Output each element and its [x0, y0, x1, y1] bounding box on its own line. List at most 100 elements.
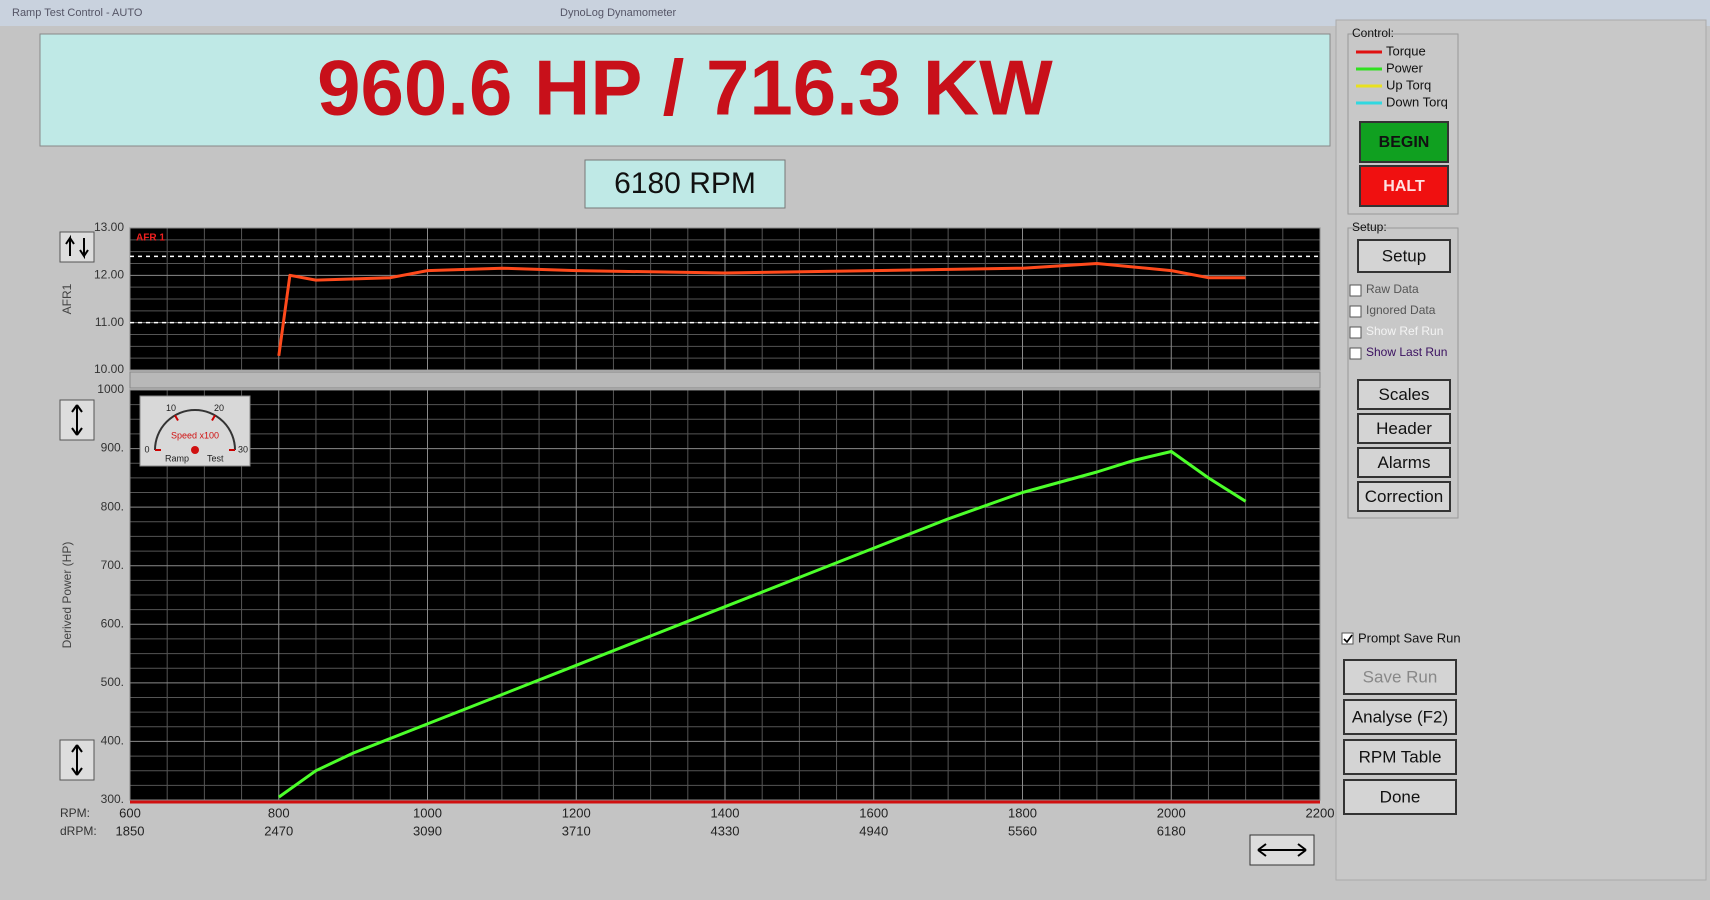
legend-label: Torque [1386, 43, 1426, 58]
y-tick-label: 11.00 [95, 315, 124, 329]
button[interactable]: Alarms [1357, 447, 1451, 478]
checkbox-box [1349, 305, 1362, 318]
button-label: Save Run [1363, 667, 1438, 686]
button-face [1359, 121, 1449, 163]
checkbox-check [1343, 634, 1353, 644]
button[interactable]: Header [1357, 413, 1451, 444]
y-axis-label: Derived Power (HP) [60, 542, 74, 649]
gauge-label: Speed x100 [171, 430, 219, 440]
button-label: Done [1380, 787, 1421, 806]
gauge-tick-label: 10 [166, 403, 176, 413]
gauge-bg [139, 395, 251, 467]
scroll-arrows[interactable] [59, 399, 95, 441]
scroll-arrows[interactable] [1249, 834, 1315, 866]
button-label: Scales [1378, 385, 1429, 404]
x2-tick-label: 3090 [413, 823, 442, 838]
x2-row-label: dRPM: [60, 824, 97, 838]
button[interactable]: BEGIN [1359, 121, 1449, 163]
x2-tick-label: 4940 [859, 823, 888, 838]
x-row-label: RPM: [60, 806, 90, 820]
button-face [1357, 379, 1451, 410]
rpm-readout: 6180 RPM [614, 167, 756, 200]
button-label: Setup [1382, 246, 1426, 265]
gauge-tick [211, 414, 216, 422]
chart-separator [129, 371, 1321, 389]
y-tick-label: 700. [101, 558, 124, 572]
checkbox[interactable] [1349, 347, 1362, 360]
x-tick-label: 2000 [1157, 805, 1186, 820]
button-label: BEGIN [1379, 134, 1430, 151]
y-tick-label: 1000 [97, 382, 124, 396]
x-tick-label: 1000 [413, 805, 442, 820]
gauge-right-label: Test [207, 453, 224, 463]
chart-label: AFR 1 [136, 233, 165, 244]
option-label: Raw Data [1366, 282, 1419, 296]
y-axis-label: AFR1 [60, 283, 74, 314]
button: Save Run [1343, 659, 1457, 695]
x2-tick-label: 4330 [711, 823, 740, 838]
scroll-arrows[interactable] [59, 739, 95, 781]
y-tick-label: 500. [101, 675, 124, 689]
x-tick-label: 600 [119, 805, 141, 820]
button-face [1357, 413, 1451, 444]
x2-tick-label: 2470 [264, 823, 293, 838]
legend-label: Down Torq [1386, 94, 1448, 109]
window-subtitle: Ramp Test Control - AUTO [12, 7, 143, 19]
button[interactable]: Correction [1357, 481, 1451, 512]
gauge-tick-label: 30 [238, 444, 248, 454]
x-tick-label: 1800 [1008, 805, 1037, 820]
button-face [1357, 481, 1451, 512]
checkbox-box [1349, 284, 1362, 297]
x2-tick-label: 6180 [1157, 823, 1186, 838]
rpm-box [584, 159, 786, 209]
option-label: Show Ref Run [1366, 324, 1443, 338]
button[interactable]: Done [1343, 779, 1457, 815]
button-face [1343, 699, 1457, 735]
y-tick-label: 12.00 [94, 268, 124, 282]
prompt-label: Prompt Save Run [1358, 630, 1461, 645]
checkbox[interactable] [1341, 632, 1354, 645]
button[interactable]: Scales [1357, 379, 1451, 410]
window-title: DynoLog Dynamometer [560, 7, 677, 19]
button-face [1357, 447, 1451, 478]
x-tick-label: 2200 [1306, 805, 1335, 820]
button-label: Analyse (F2) [1352, 707, 1448, 726]
button-label: RPM Table [1359, 747, 1442, 766]
y-tick-label: 300. [101, 792, 124, 806]
x-tick-label: 1200 [562, 805, 591, 820]
power-readout: 960.6 HP / 716.3 KW [317, 44, 1053, 132]
button-label: Alarms [1378, 453, 1431, 472]
checkbox[interactable] [1349, 305, 1362, 318]
checkbox[interactable] [1349, 326, 1362, 339]
button-face [1343, 739, 1457, 775]
button[interactable]: HALT [1359, 165, 1449, 207]
button-face [1357, 239, 1451, 273]
button[interactable]: RPM Table [1343, 739, 1457, 775]
y-tick-label: 800. [101, 499, 124, 513]
x2-tick-label: 3710 [562, 823, 591, 838]
button-label: HALT [1383, 178, 1425, 195]
x2-tick-label: 1850 [116, 823, 145, 838]
group-title: Control: [1352, 26, 1394, 40]
gauge-tick-label: 20 [214, 403, 224, 413]
data-line [277, 450, 1247, 799]
checkbox-box [1341, 632, 1354, 645]
scroll-arrows[interactable] [59, 231, 95, 263]
x-tick-label: 1400 [711, 805, 740, 820]
checkbox[interactable] [1349, 284, 1362, 297]
button-label: Header [1376, 419, 1432, 438]
button[interactable]: Analyse (F2) [1343, 699, 1457, 735]
button-face [1343, 659, 1457, 695]
button-label: Correction [1365, 487, 1443, 506]
readout-box [39, 33, 1331, 147]
y-tick-label: 10.00 [94, 362, 124, 376]
button-face [1343, 779, 1457, 815]
x-tick-label: 1600 [859, 805, 888, 820]
data-line [277, 262, 1246, 357]
legend-label: Power [1386, 60, 1424, 75]
button[interactable]: Setup [1357, 239, 1451, 273]
group-box [1347, 227, 1459, 519]
checkbox-box [1349, 326, 1362, 339]
y-tick-label: 400. [101, 734, 124, 748]
